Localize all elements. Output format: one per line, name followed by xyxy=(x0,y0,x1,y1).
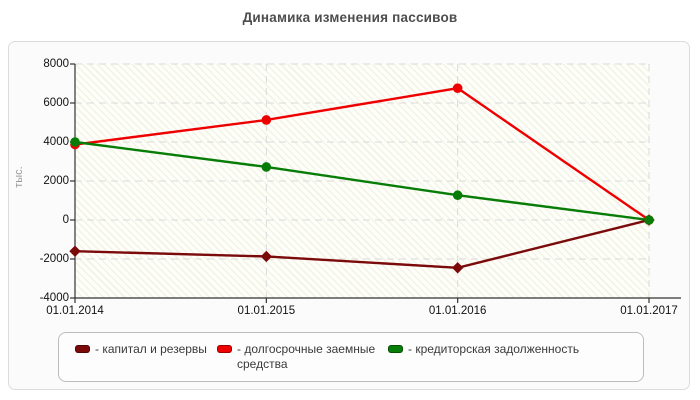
legend-item: - долгосрочные заемные средства xyxy=(217,342,388,372)
legend: - капитал и резервы - долгосрочные заемны… xyxy=(58,332,644,382)
x-tick-label: 01.01.2016 xyxy=(428,305,487,317)
y-tick-label: 0 xyxy=(62,214,69,226)
legend-swatch xyxy=(75,345,90,353)
legend-item-label: - кредиторская задолженность xyxy=(408,342,580,356)
y-tick-label: 2000 xyxy=(43,175,69,187)
legend-item-label: - долгосрочные заемные средства xyxy=(237,342,376,371)
legend-item-label: - капитал и резервы xyxy=(95,342,207,356)
x-tick-label: 01.01.2015 xyxy=(237,305,296,317)
legend-swatch xyxy=(217,345,232,353)
y-tick-label: 8000 xyxy=(43,58,69,70)
y-tick-label: 6000 xyxy=(43,97,69,109)
y-tick-label: -2000 xyxy=(39,253,69,265)
legend-item: - кредиторская задолженность xyxy=(388,342,643,357)
legend-swatch xyxy=(388,345,403,353)
y-tick-label: 4000 xyxy=(43,136,69,148)
chart-canvas xyxy=(69,63,681,303)
legend-item: - капитал и резервы xyxy=(75,342,217,357)
chart-title: Динамика изменения пассивов xyxy=(242,10,458,25)
y-tick-label: -4000 xyxy=(39,292,69,304)
x-tick-label: 01.01.2017 xyxy=(620,305,678,317)
x-tick-label: 01.01.2014 xyxy=(46,305,104,317)
chart-panel: тыс. 8000 6000 4000 2000 0 -2000 -4000 01.01.20… xyxy=(8,41,690,390)
